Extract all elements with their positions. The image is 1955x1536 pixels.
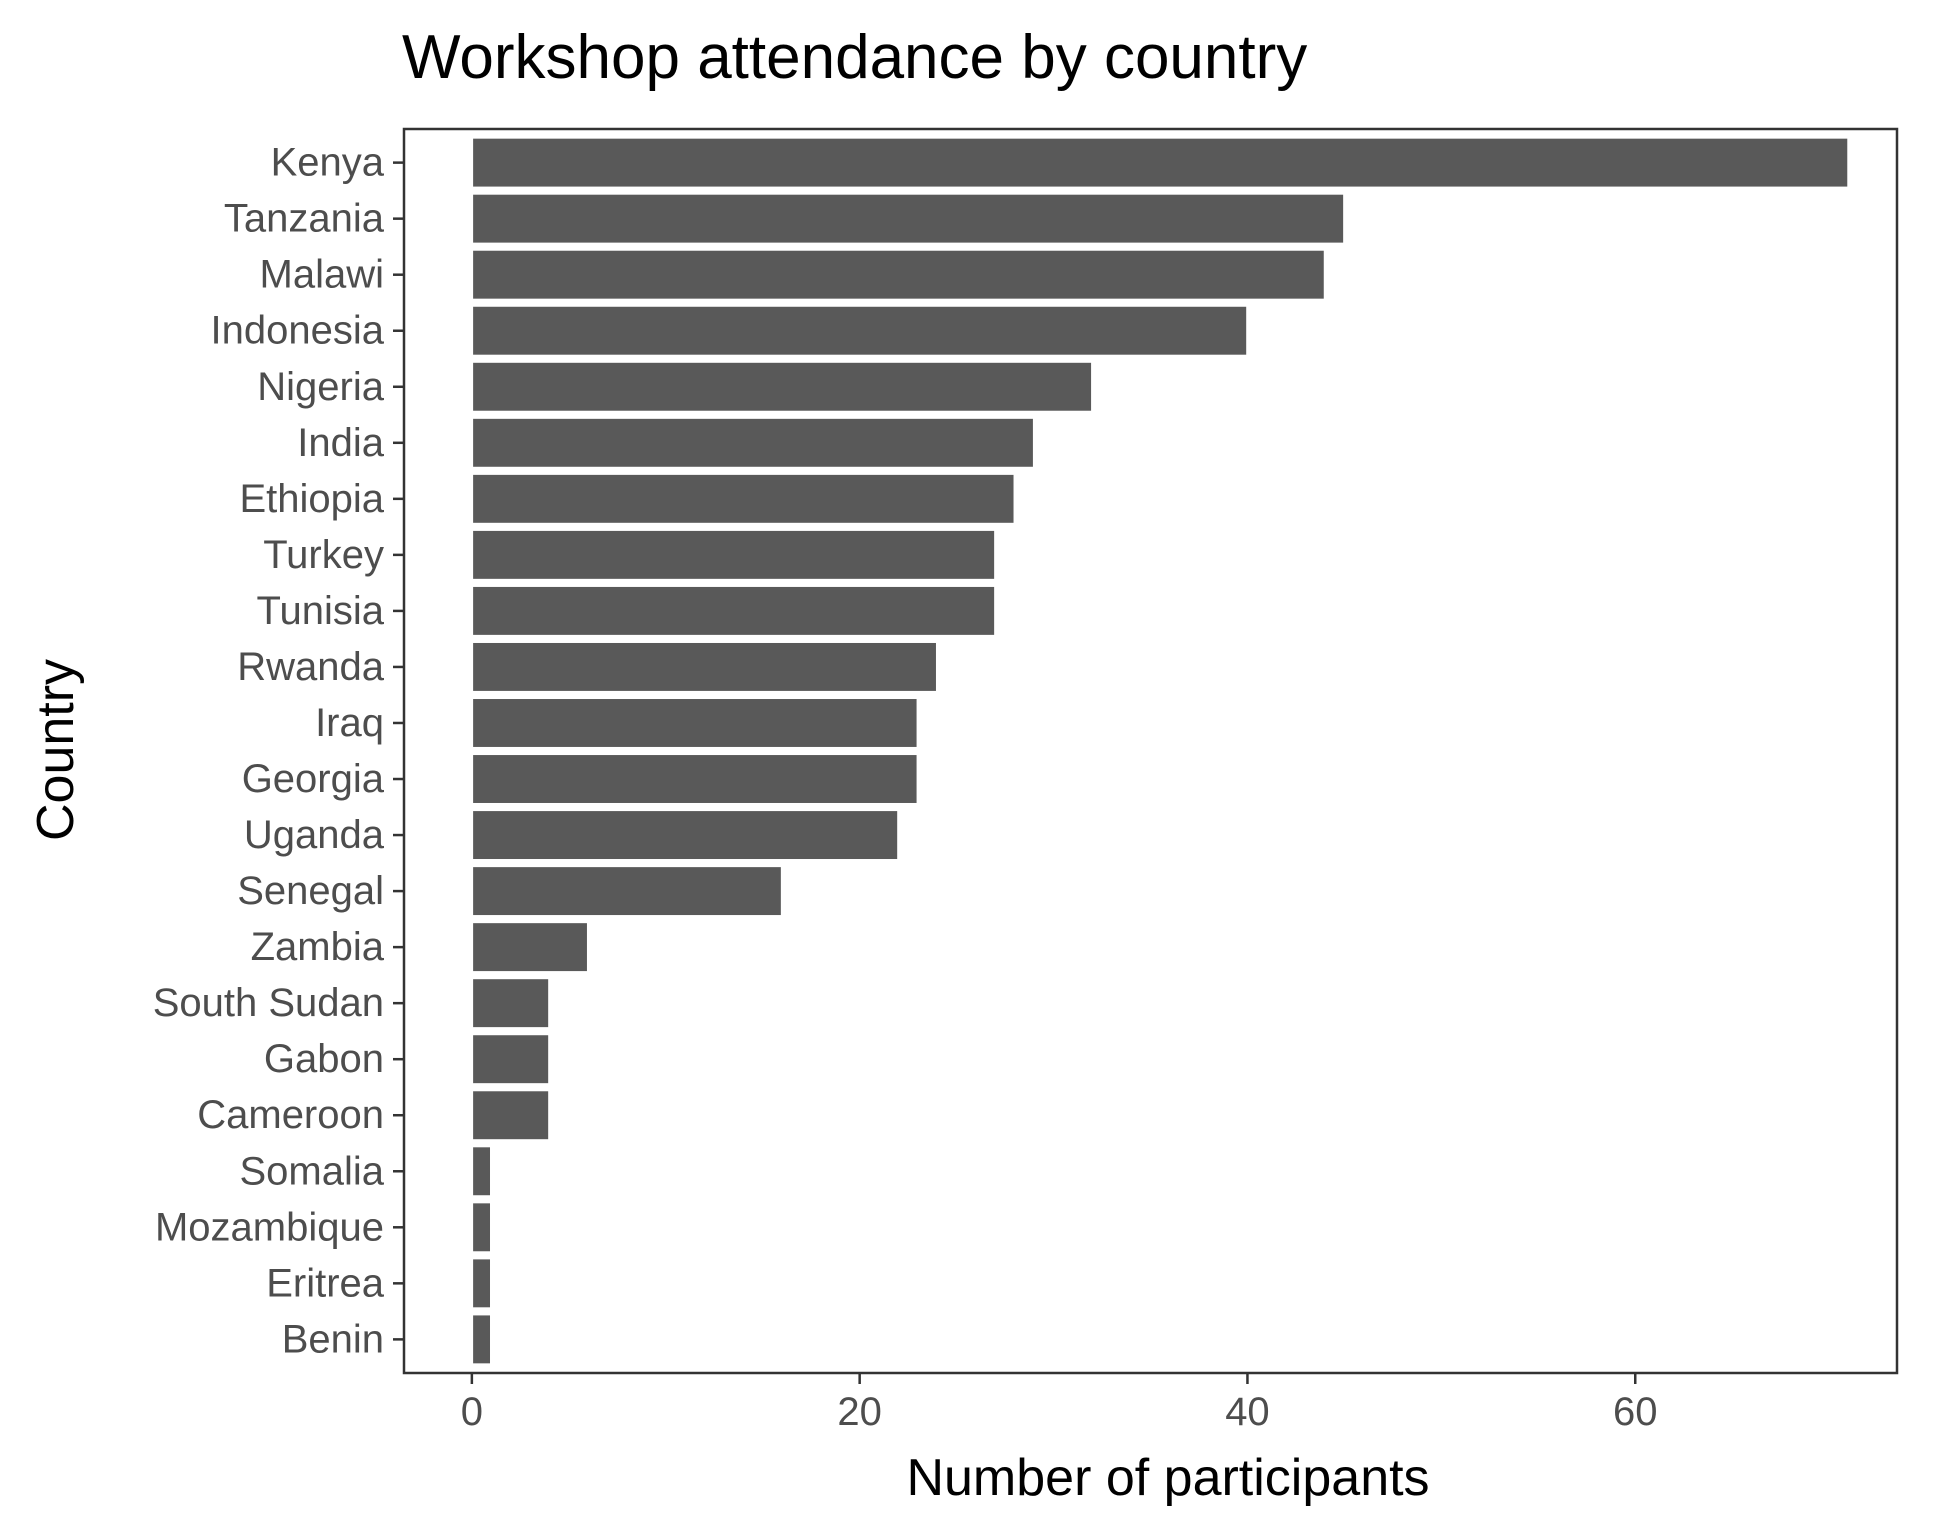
bar — [470, 752, 920, 806]
y-axis: Kenya Tanzania Malawi Indonesia Nigeria India… — [153, 141, 404, 1361]
bar — [470, 1088, 551, 1142]
y-tick-label: Indonesia — [211, 309, 385, 353]
bar — [470, 1032, 551, 1086]
bars-group — [470, 136, 1850, 1366]
bar — [470, 248, 1327, 302]
plot-panel-border — [402, 127, 1899, 1375]
x-tick-label: 20 — [837, 1390, 882, 1434]
x-axis: 0 20 40 60 — [461, 1373, 1658, 1434]
y-tick-label: Ethiopia — [239, 477, 384, 521]
y-tick-label: Uganda — [244, 813, 385, 857]
bar — [470, 584, 997, 638]
y-tick-label: Malawi — [260, 253, 384, 297]
bar — [470, 360, 1094, 414]
y-tick-label: South Sudan — [153, 981, 384, 1025]
y-tick-label: Senegal — [237, 869, 384, 913]
y-tick-label: Rwanda — [237, 645, 385, 689]
y-tick-label: Nigeria — [257, 365, 384, 409]
bar — [470, 528, 997, 582]
bar — [470, 416, 1036, 470]
y-tick-label: India — [297, 421, 384, 465]
bar — [470, 808, 900, 862]
x-tick-label: 40 — [1225, 1390, 1270, 1434]
y-tick-label: Tanzania — [224, 197, 385, 241]
y-tick-label: Tunisia — [257, 589, 385, 633]
y-tick-label: Georgia — [242, 757, 385, 801]
bar — [470, 1144, 493, 1198]
y-tick-label: Turkey — [263, 533, 384, 577]
chart-title: Workshop attendance by country — [402, 23, 1307, 92]
y-tick-label: Kenya — [271, 141, 385, 185]
x-tick-label: 60 — [1613, 1390, 1658, 1434]
bar — [470, 976, 551, 1030]
bar — [470, 864, 784, 918]
bar — [470, 920, 590, 974]
y-axis-title: Country — [27, 659, 85, 841]
y-tick-label: Cameroon — [197, 1093, 384, 1137]
y-tick-label: Gabon — [264, 1037, 384, 1081]
bar — [470, 472, 1017, 526]
bar — [470, 696, 920, 750]
bar — [470, 192, 1346, 246]
y-tick-label: Mozambique — [155, 1205, 384, 1249]
bar — [470, 304, 1249, 358]
y-tick-label: Zambia — [251, 925, 385, 969]
y-tick-label: Benin — [282, 1317, 384, 1361]
x-axis-title: Number of participants — [906, 1449, 1429, 1507]
x-tick-label: 0 — [461, 1390, 483, 1434]
y-tick-label: Somalia — [239, 1149, 384, 1193]
bar — [470, 640, 939, 694]
bar — [470, 1200, 493, 1254]
y-tick-label: Eritrea — [266, 1261, 385, 1305]
bar — [470, 136, 1850, 190]
bar — [470, 1256, 493, 1310]
y-tick-label: Iraq — [315, 701, 384, 745]
bar — [470, 1312, 493, 1366]
